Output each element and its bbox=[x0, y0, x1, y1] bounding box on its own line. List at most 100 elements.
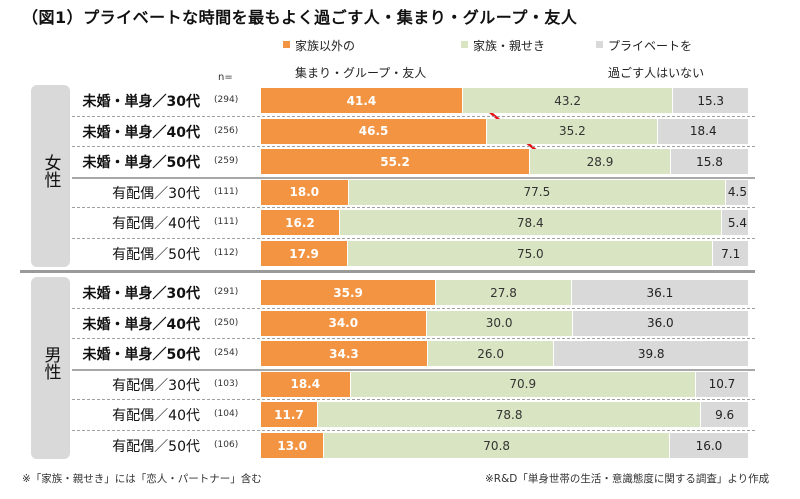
bar-value-label: 16.2 bbox=[285, 215, 315, 230]
footnote-left: ※「家族・親せき」には「恋人・パートナー」含む bbox=[22, 473, 262, 485]
bar-value-label: 35.2 bbox=[558, 124, 586, 139]
bar-value-label: 15.3 bbox=[697, 93, 725, 108]
bar-value-label: 9.6 bbox=[715, 407, 735, 422]
bar-segment-non-family: 55.2 bbox=[261, 149, 531, 175]
bar-value-label: 17.9 bbox=[289, 246, 319, 261]
group-label: 男性 bbox=[40, 345, 61, 380]
bar-segment-non-family: 16.2 bbox=[261, 210, 340, 236]
group-separator bbox=[20, 270, 755, 273]
bar-value-label: 27.8 bbox=[490, 285, 517, 300]
bar-segment-non-family: 18.0 bbox=[261, 179, 349, 205]
bar-segment-family: 78.4 bbox=[339, 210, 722, 236]
bar-value-label: 70.8 bbox=[483, 438, 511, 453]
bar-segment-nobody: 4.5 bbox=[726, 179, 748, 205]
row-sample-size: (256) bbox=[214, 125, 239, 136]
bar-value-label: 41.4 bbox=[346, 93, 377, 108]
bar-value-label: 75.0 bbox=[516, 246, 544, 261]
legend-label: 過ごす人はいない bbox=[608, 66, 705, 80]
legend-label: プライベートを bbox=[608, 39, 693, 53]
bar-segment-nobody: 9.6 bbox=[701, 402, 748, 428]
bar-value-label: 46.5 bbox=[358, 124, 389, 139]
bar-segment-nobody: 39.8 bbox=[554, 341, 748, 367]
bar-segment-nobody: 16.0 bbox=[669, 433, 748, 458]
bar-value-label: 36.1 bbox=[646, 285, 674, 300]
bar-value-label: 70.9 bbox=[509, 377, 537, 392]
row-sample-size: (259) bbox=[214, 156, 239, 167]
legend-label: 家族・親せき bbox=[473, 39, 546, 53]
legend-swatch bbox=[283, 41, 290, 48]
row-sample-size: (294) bbox=[214, 95, 239, 105]
bar-segment-nobody: 5.4 bbox=[721, 210, 748, 236]
bar-value-label: 35.9 bbox=[333, 285, 363, 300]
bar-segment-non-family: 11.7 bbox=[261, 402, 318, 428]
row-sample-size: (291) bbox=[214, 287, 239, 297]
bar-value-label: 11.7 bbox=[274, 407, 304, 422]
row-sample-size: (104) bbox=[214, 409, 239, 420]
row-sample-size: (103) bbox=[214, 378, 239, 389]
row-label: 有配偶／30代 bbox=[112, 377, 200, 394]
bar-value-label: 15.8 bbox=[696, 154, 723, 169]
bar-segment-nobody: 15.8 bbox=[670, 149, 748, 175]
bar-segment-family: 30.0 bbox=[426, 310, 573, 336]
bar-value-label: 13.0 bbox=[277, 438, 308, 453]
bar-segment-nobody: 36.1 bbox=[571, 280, 748, 305]
bar-segment-non-family: 18.4 bbox=[261, 371, 351, 397]
chart-title: （図1）プライベートな時間を最もよく過ごす人・集まり・グループ・友人 bbox=[22, 8, 578, 27]
bar-segment-family: 70.9 bbox=[350, 371, 696, 397]
row-separator-dashed bbox=[72, 307, 755, 309]
bar-segment-family: 27.8 bbox=[436, 280, 572, 305]
row-label: 未婚・単身／50代 bbox=[82, 155, 200, 172]
bar-segment-non-family: 41.4 bbox=[261, 88, 463, 113]
bar-segment-non-family: 17.9 bbox=[261, 241, 349, 266]
legend-entry-text: プライベートを bbox=[596, 33, 692, 60]
row-label: 未婚・単身／40代 bbox=[82, 124, 200, 141]
bar-value-label: 34.0 bbox=[328, 316, 359, 331]
bar-value-label: 55.2 bbox=[380, 154, 410, 169]
row-label: 未婚・単身／40代 bbox=[82, 316, 200, 333]
legend-entry-text: 集まり・グループ・友人 bbox=[295, 60, 426, 87]
group-label: 女性 bbox=[40, 153, 61, 188]
row-sample-size: (106) bbox=[214, 440, 239, 450]
row-sample-size: (254) bbox=[214, 348, 239, 359]
bar-value-label: 10.7 bbox=[708, 377, 736, 392]
bar-segment-family: 43.2 bbox=[462, 88, 674, 113]
bar-value-label: 5.4 bbox=[727, 215, 747, 230]
bar-value-label: 43.2 bbox=[554, 93, 581, 108]
bar-segment-non-family: 46.5 bbox=[261, 118, 488, 144]
group-label-box: 女性 bbox=[31, 85, 70, 267]
row-sample-size: (111) bbox=[214, 217, 239, 228]
legend-entry-text: 家族以外の bbox=[283, 33, 355, 60]
bar-value-label: 7.1 bbox=[721, 246, 741, 261]
bar-value-label: 34.3 bbox=[329, 346, 359, 361]
row-sample-size: (111) bbox=[214, 186, 239, 197]
legend-swatch bbox=[461, 41, 468, 48]
bar-value-label: 4.5 bbox=[727, 185, 747, 200]
bar-value-label: 18.4 bbox=[689, 124, 717, 139]
bar-segment-family: 28.9 bbox=[530, 149, 671, 175]
bar-value-label: 18.4 bbox=[290, 377, 321, 392]
legend-label: 集まり・グループ・友人 bbox=[295, 66, 427, 80]
bar-segment-non-family: 34.3 bbox=[261, 341, 428, 367]
legend-swatch bbox=[596, 41, 603, 48]
row-label: 有配偶／30代 bbox=[112, 185, 200, 202]
row-sample-size: (112) bbox=[214, 248, 239, 258]
bar-segment-nobody: 7.1 bbox=[713, 241, 748, 266]
bar-segment-family: 75.0 bbox=[348, 241, 714, 266]
row-separator-dashed bbox=[72, 237, 755, 239]
row-label: 未婚・単身／30代 bbox=[82, 286, 200, 302]
row-label: 有配偶／40代 bbox=[112, 408, 200, 425]
legend-label: 家族以外の bbox=[295, 39, 356, 53]
bar-value-label: 18.0 bbox=[289, 185, 320, 200]
bar-segment-family: 77.5 bbox=[348, 179, 727, 205]
bar-segment-nobody: 10.7 bbox=[695, 371, 748, 397]
row-label: 未婚・単身／50代 bbox=[82, 347, 200, 364]
row-separator-solid bbox=[72, 176, 755, 179]
bar-segment-nobody: 15.3 bbox=[673, 88, 748, 113]
bar-segment-family: 70.8 bbox=[324, 433, 670, 458]
bar-segment-non-family: 13.0 bbox=[261, 433, 325, 458]
bar-segment-non-family: 34.0 bbox=[261, 310, 427, 336]
bar-value-label: 26.0 bbox=[477, 346, 504, 361]
row-separator-solid bbox=[72, 368, 755, 371]
bar-segment-family: 78.8 bbox=[317, 402, 702, 428]
row-sample-size: (250) bbox=[214, 317, 239, 328]
